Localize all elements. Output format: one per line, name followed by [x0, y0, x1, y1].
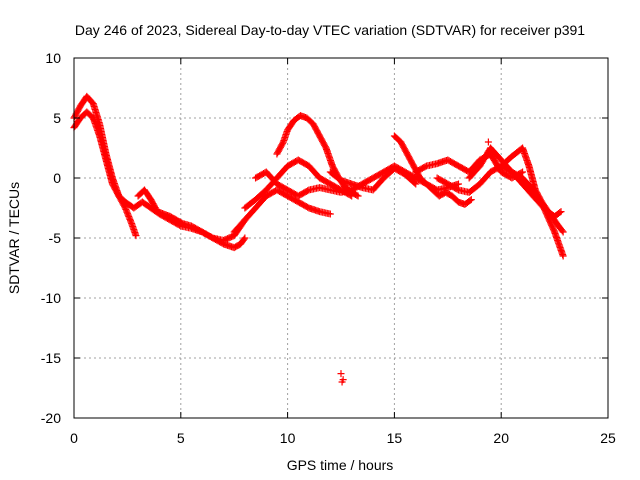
series-track-a — [70, 92, 249, 244]
y-tick-label: 5 — [53, 110, 61, 126]
x-tick-label: 0 — [70, 430, 78, 446]
data-point — [467, 196, 475, 204]
y-tick-label: -15 — [41, 350, 61, 366]
data-point — [558, 227, 566, 235]
series-track-d — [230, 186, 334, 236]
series-track-m — [497, 144, 565, 220]
data-point — [556, 209, 564, 217]
data-point — [559, 228, 567, 236]
axis-ticks: 0 5 10 15 20 25 -20 -15 -10 -5 0 5 10 — [41, 50, 616, 446]
x-tick-label: 10 — [280, 430, 296, 446]
series-track-g — [252, 162, 462, 200]
data-point — [559, 252, 567, 260]
series-track-h — [326, 164, 420, 194]
data-point — [326, 210, 334, 218]
data-point — [411, 179, 419, 187]
data-points — [70, 92, 567, 386]
y-tick-label: -10 — [41, 290, 61, 306]
data-point — [337, 370, 345, 378]
data-point — [240, 235, 248, 243]
y-axis-label: SDTVAR / TECUs — [6, 182, 22, 294]
x-tick-label: 20 — [493, 430, 509, 446]
data-point — [466, 197, 474, 205]
series-track-l — [465, 144, 567, 260]
chart-title: Day 246 of 2023, Sidereal Day-to-day VTE… — [75, 22, 585, 38]
y-tick-label: -20 — [41, 410, 61, 426]
grid-lines — [74, 58, 608, 418]
y-tick-label: -5 — [49, 230, 62, 246]
series-track-n — [519, 180, 567, 236]
data-point — [484, 138, 492, 146]
data-point — [241, 234, 249, 242]
data-point — [412, 180, 420, 188]
x-axis-label: GPS time / hours — [287, 457, 394, 473]
y-tick-label: 10 — [45, 50, 61, 66]
x-tick-label: 15 — [387, 430, 403, 446]
data-point — [338, 378, 346, 386]
data-point — [132, 232, 140, 240]
series-outliers — [337, 138, 492, 386]
data-point — [519, 168, 527, 176]
data-point — [557, 208, 565, 216]
series-track-c — [134, 186, 249, 252]
series-track-b — [70, 108, 140, 240]
data-point — [353, 191, 361, 199]
x-tick-label: 5 — [177, 430, 185, 446]
y-tick-label: 0 — [53, 170, 61, 186]
data-point — [354, 192, 362, 200]
x-tick-label: 25 — [600, 430, 616, 446]
data-point — [454, 180, 462, 188]
